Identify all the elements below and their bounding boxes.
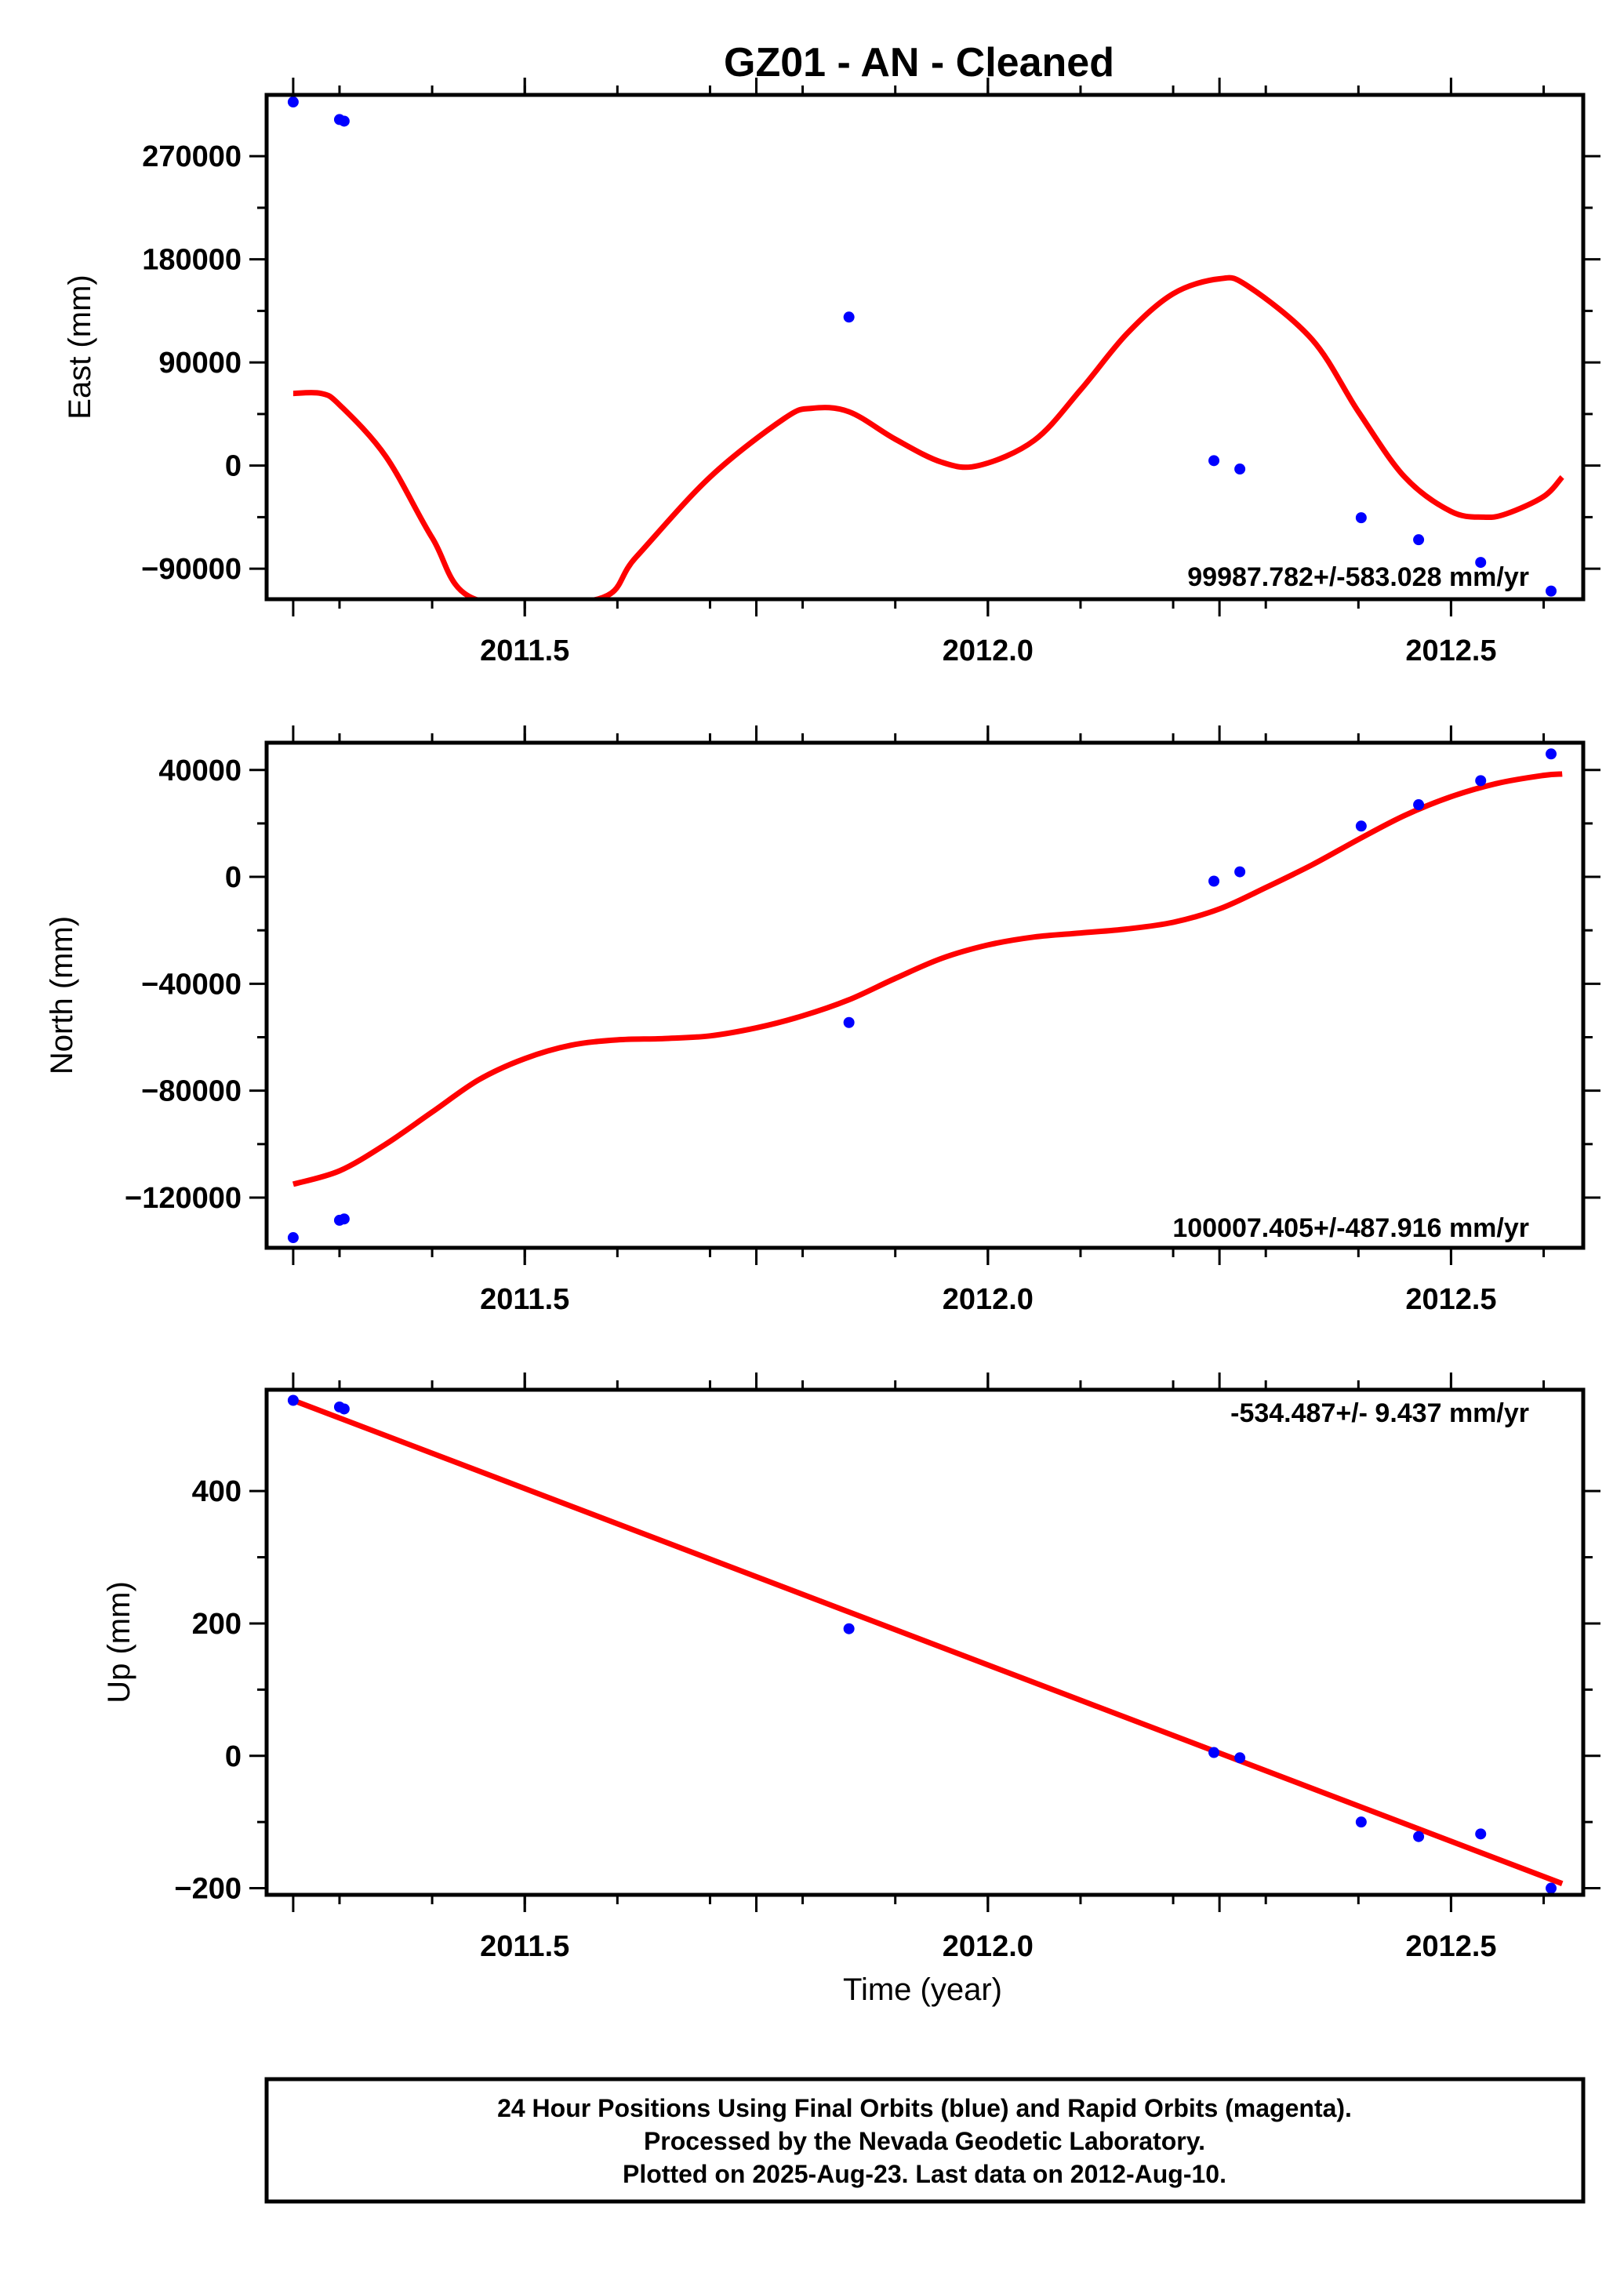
east-y-tick-label: 0 bbox=[225, 450, 242, 483]
up-y-tick-label: −200 bbox=[174, 1873, 242, 1906]
east-data-point bbox=[1234, 464, 1246, 475]
footer-line-1: 24 Hour Positions Using Final Orbits (bl… bbox=[497, 2094, 1352, 2122]
north-plot-frame bbox=[264, 740, 1586, 1250]
north-data-point bbox=[1234, 866, 1246, 878]
north-data-point bbox=[843, 1016, 855, 1028]
up-fit-line bbox=[292, 1398, 1564, 1886]
east-data-point bbox=[843, 311, 855, 323]
footer-frame bbox=[264, 2077, 1586, 2204]
east-x-tick-label: 2012.0 bbox=[943, 634, 1034, 667]
up-y-tick-label: 400 bbox=[192, 1475, 242, 1508]
north-data-point bbox=[338, 1213, 350, 1225]
up-data-point bbox=[843, 1623, 855, 1634]
up-data-point bbox=[287, 1394, 299, 1406]
panels: 2011.5 2012.0 2012.5 −90000 0 90000 180000 2700… bbox=[45, 78, 1600, 2007]
east-panel: 2011.5 2012.0 2012.5 −90000 0 90000 180000 2700… bbox=[63, 78, 1600, 667]
figure-title: GZ01 - AN - Cleaned bbox=[724, 40, 1114, 85]
north-x-tick-label: 2011.5 bbox=[480, 1283, 569, 1316]
north-data-point bbox=[1546, 748, 1557, 760]
up-data-point bbox=[1546, 1882, 1557, 1894]
east-data-point bbox=[1546, 585, 1557, 597]
north-fit-line bbox=[292, 771, 1563, 1187]
footer-line-3: Plotted on 2025-Aug-23. Last data on 201… bbox=[623, 2160, 1226, 2188]
up-x-tick-label: 2012.5 bbox=[1405, 1930, 1496, 1963]
east-data-point bbox=[287, 96, 299, 108]
east-data-point bbox=[1475, 557, 1487, 569]
up-y-tick-label: 200 bbox=[192, 1608, 242, 1641]
east-y-tick-label: 90000 bbox=[158, 347, 242, 380]
north-y-tick-label: 0 bbox=[225, 861, 242, 894]
east-y-tick-label: −90000 bbox=[141, 553, 242, 586]
east-y-tick-label: 270000 bbox=[142, 140, 242, 173]
north-data-point bbox=[1475, 775, 1487, 787]
north-data-point bbox=[287, 1232, 299, 1244]
north-data-point bbox=[1208, 875, 1220, 887]
north-x-tick-label: 2012.5 bbox=[1405, 1283, 1496, 1316]
up-plot-frame bbox=[264, 1387, 1586, 1897]
east-data-point bbox=[338, 115, 350, 127]
east-x-tick-label: 2011.5 bbox=[480, 634, 569, 667]
up-data-point bbox=[1234, 1752, 1246, 1764]
up-panel: 2011.5 2012.0 2012.5 −200 0 200 400 -534.487+/-… bbox=[102, 1373, 1600, 2007]
up-data-point bbox=[1413, 1831, 1425, 1842]
east-x-tick-label: 2012.5 bbox=[1405, 634, 1496, 667]
footer-box: 24 Hour Positions Using Final Orbits (bl… bbox=[264, 2077, 1586, 2204]
up-data-point bbox=[1475, 1828, 1487, 1840]
north-data-point bbox=[1355, 820, 1367, 832]
north-data-point bbox=[1413, 799, 1425, 811]
north-y-tick-label: −40000 bbox=[141, 968, 242, 1001]
north-x-tick-label: 2012.0 bbox=[943, 1283, 1034, 1316]
up-data-point bbox=[1208, 1747, 1220, 1758]
up-data-point bbox=[1355, 1816, 1367, 1828]
east-data-point bbox=[1208, 455, 1220, 467]
up-data-point bbox=[338, 1403, 350, 1415]
up-rate-label: -534.487+/- 9.437 mm/yr bbox=[1230, 1398, 1529, 1428]
up-y-axis-label: Up (mm) bbox=[102, 1581, 136, 1703]
east-plot-frame bbox=[264, 93, 1586, 602]
north-y-tick-label: −120000 bbox=[125, 1182, 242, 1215]
north-panel: 2011.5 2012.0 2012.5 −120000 −80000 −40000 0 40… bbox=[45, 725, 1600, 1316]
up-y-tick-label: 0 bbox=[225, 1740, 242, 1773]
east-y-axis-label: East (mm) bbox=[63, 275, 97, 419]
east-data-point bbox=[1413, 534, 1425, 546]
east-fit-line bbox=[292, 275, 1564, 599]
north-y-axis-label: North (mm) bbox=[45, 916, 79, 1074]
east-y-tick-label: 180000 bbox=[142, 244, 242, 277]
east-rate-label: 99987.782+/-583.028 mm/yr bbox=[1187, 562, 1529, 592]
up-x-tick-label: 2012.0 bbox=[943, 1930, 1034, 1963]
up-x-axis-label: Time (year) bbox=[843, 1972, 1002, 2007]
east-data-point bbox=[1355, 512, 1367, 524]
north-y-tick-label: 40000 bbox=[158, 754, 242, 787]
north-rate-label: 100007.405+/-487.916 mm/yr bbox=[1172, 1213, 1529, 1243]
footer-line-2: Processed by the Nevada Geodetic Laborat… bbox=[644, 2127, 1205, 2155]
north-y-tick-label: −80000 bbox=[141, 1075, 242, 1108]
up-x-tick-label: 2011.5 bbox=[480, 1930, 569, 1963]
